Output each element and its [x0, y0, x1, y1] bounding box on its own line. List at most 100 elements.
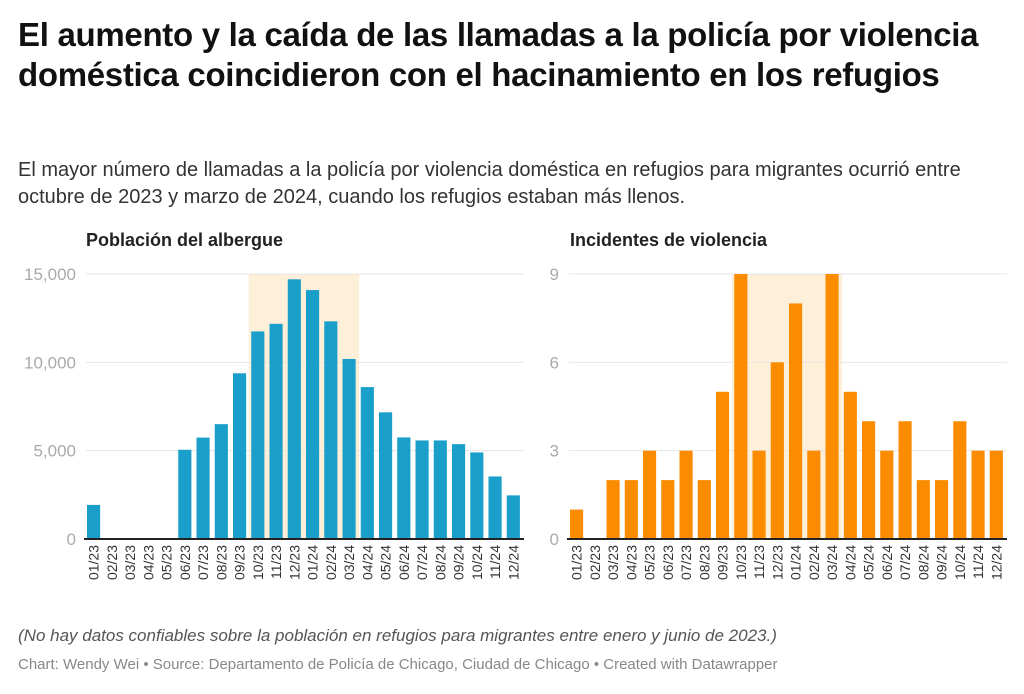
population-bar-11-23	[269, 323, 283, 539]
incidents-bar-06-23	[661, 480, 675, 539]
incidents-x-tick-label: 06/24	[879, 545, 895, 580]
incidents-bar-03-23	[606, 480, 620, 539]
population-bar-07-24	[415, 440, 429, 539]
incidents-bar-01-24	[789, 303, 803, 539]
incidents-bar-04-24	[843, 391, 857, 539]
population-highlight-band	[248, 274, 360, 539]
incidents-x-tick-label: 11/24	[970, 545, 986, 579]
incidents-x-tick-label: 01/23	[569, 545, 585, 580]
population-x-tick-label: 02/23	[104, 545, 120, 580]
incidents-bar-08-23	[697, 480, 711, 539]
population-x-tick-label: 02/24	[323, 545, 339, 580]
population-x-tick-label: 07/24	[414, 545, 430, 580]
incidents-bar-05-23	[643, 450, 657, 539]
incidents-bar-11-24	[971, 450, 985, 539]
incidents-x-tick-label: 01/24	[788, 545, 804, 580]
incidents-x-tick-label: 03/24	[824, 545, 840, 580]
population-bar-10-24	[470, 452, 484, 539]
incidents-bar-04-23	[624, 480, 638, 539]
population-y-tick-label: 10,000	[24, 353, 76, 372]
population-x-tick-label: 06/24	[396, 545, 412, 580]
incidents-bar-12-24	[989, 450, 1003, 539]
incidents-x-tick-label: 08/23	[696, 545, 712, 580]
population-y-tick-label: 5,000	[33, 442, 76, 461]
incidents-highlight-band	[731, 274, 843, 539]
incidents-x-tick-label: 12/23	[769, 545, 785, 580]
incidents-x-tick-label: 11/23	[751, 545, 767, 579]
incidents-bar-10-23	[734, 274, 748, 539]
population-x-tick-label: 03/23	[122, 545, 138, 580]
population-x-tick-label: 06/23	[177, 545, 193, 580]
incidents-bar-08-24	[916, 480, 930, 539]
population-bar-05-24	[379, 412, 393, 539]
incidents-bar-10-24	[953, 421, 967, 539]
incidents-bar-06-24	[880, 450, 894, 539]
incidents-bar-12-23	[770, 362, 784, 539]
population-bar-06-24	[397, 437, 411, 539]
incidents-x-tick-label: 03/23	[605, 545, 621, 580]
incidents-bar-01-23	[570, 509, 584, 539]
population-x-tick-label: 05/24	[378, 545, 394, 580]
incidents-y-tick-label: 3	[550, 442, 559, 461]
incidents-bar-03-24	[825, 274, 839, 539]
incidents-y-tick-label: 9	[550, 265, 559, 284]
population-x-tick-label: 11/24	[487, 545, 503, 579]
population-x-tick-label: 03/24	[341, 545, 357, 580]
source-credit: Chart: Wendy Wei • Source: Departamento …	[18, 656, 778, 673]
incidents-panel-title: Incidentes de violencia	[570, 230, 768, 250]
incidents-x-tick-label: 04/23	[623, 545, 639, 580]
population-bar-01-23	[87, 504, 101, 539]
population-x-tick-label: 09/23	[232, 545, 248, 580]
population-x-tick-label: 09/24	[451, 545, 467, 580]
population-bar-11-24	[488, 476, 502, 539]
population-bar-09-23	[233, 373, 247, 539]
population-y-tick-label: 15,000	[24, 265, 76, 284]
population-x-tick-label: 04/24	[359, 545, 375, 580]
incidents-x-tick-label: 07/23	[678, 545, 694, 580]
data-note: (No hay datos confiables sobre la poblac…	[18, 626, 777, 645]
population-bar-03-24	[342, 358, 356, 539]
incidents-x-tick-label: 04/24	[842, 545, 858, 580]
incidents-y-tick-label: 6	[550, 353, 559, 372]
population-x-tick-label: 10/23	[250, 545, 266, 580]
population-x-tick-label: 04/23	[140, 545, 156, 580]
population-x-tick-label: 08/24	[432, 545, 448, 580]
population-x-tick-label: 10/24	[469, 545, 485, 580]
population-x-tick-label: 05/23	[159, 545, 175, 580]
population-bar-10-23	[251, 331, 265, 539]
incidents-y-tick-label: 0	[550, 530, 559, 549]
incidents-x-tick-label: 07/24	[897, 545, 913, 580]
population-x-tick-label: 11/23	[268, 545, 284, 579]
population-bar-01-24	[306, 290, 320, 539]
incidents-x-tick-label: 10/24	[952, 545, 968, 580]
incidents-x-tick-label: 09/23	[715, 545, 731, 580]
population-bar-04-24	[360, 387, 374, 539]
chart-title: El aumento y la caída de las llamadas a …	[18, 16, 979, 93]
incidents-x-tick-label: 12/24	[988, 545, 1004, 580]
incidents-bar-09-23	[716, 391, 730, 539]
population-x-tick-label: 01/23	[86, 545, 102, 580]
incidents-bar-07-23	[679, 450, 693, 539]
population-x-tick-label: 08/23	[213, 545, 229, 580]
incidents-x-tick-label: 06/23	[660, 545, 676, 580]
incidents-bar-11-23	[752, 450, 766, 539]
incidents-x-tick-label: 09/24	[934, 545, 950, 580]
population-y-tick-label: 0	[67, 530, 76, 549]
population-x-tick-label: 01/24	[305, 545, 321, 580]
population-bar-07-23	[196, 437, 210, 539]
incidents-x-tick-label: 02/24	[806, 545, 822, 580]
incidents-x-tick-label: 10/23	[733, 545, 749, 580]
population-x-tick-label: 12/23	[286, 545, 302, 580]
population-bar-12-24	[506, 495, 520, 539]
population-bar-08-24	[433, 440, 447, 539]
incidents-x-tick-label: 05/24	[861, 545, 877, 580]
incidents-bar-09-24	[935, 480, 949, 539]
population-panel-title: Población del albergue	[86, 230, 284, 250]
population-x-tick-label: 12/24	[505, 545, 521, 580]
population-bar-09-24	[452, 444, 466, 539]
population-bar-02-24	[324, 321, 338, 539]
incidents-bar-02-24	[807, 450, 821, 539]
population-x-tick-label: 07/23	[195, 545, 211, 580]
